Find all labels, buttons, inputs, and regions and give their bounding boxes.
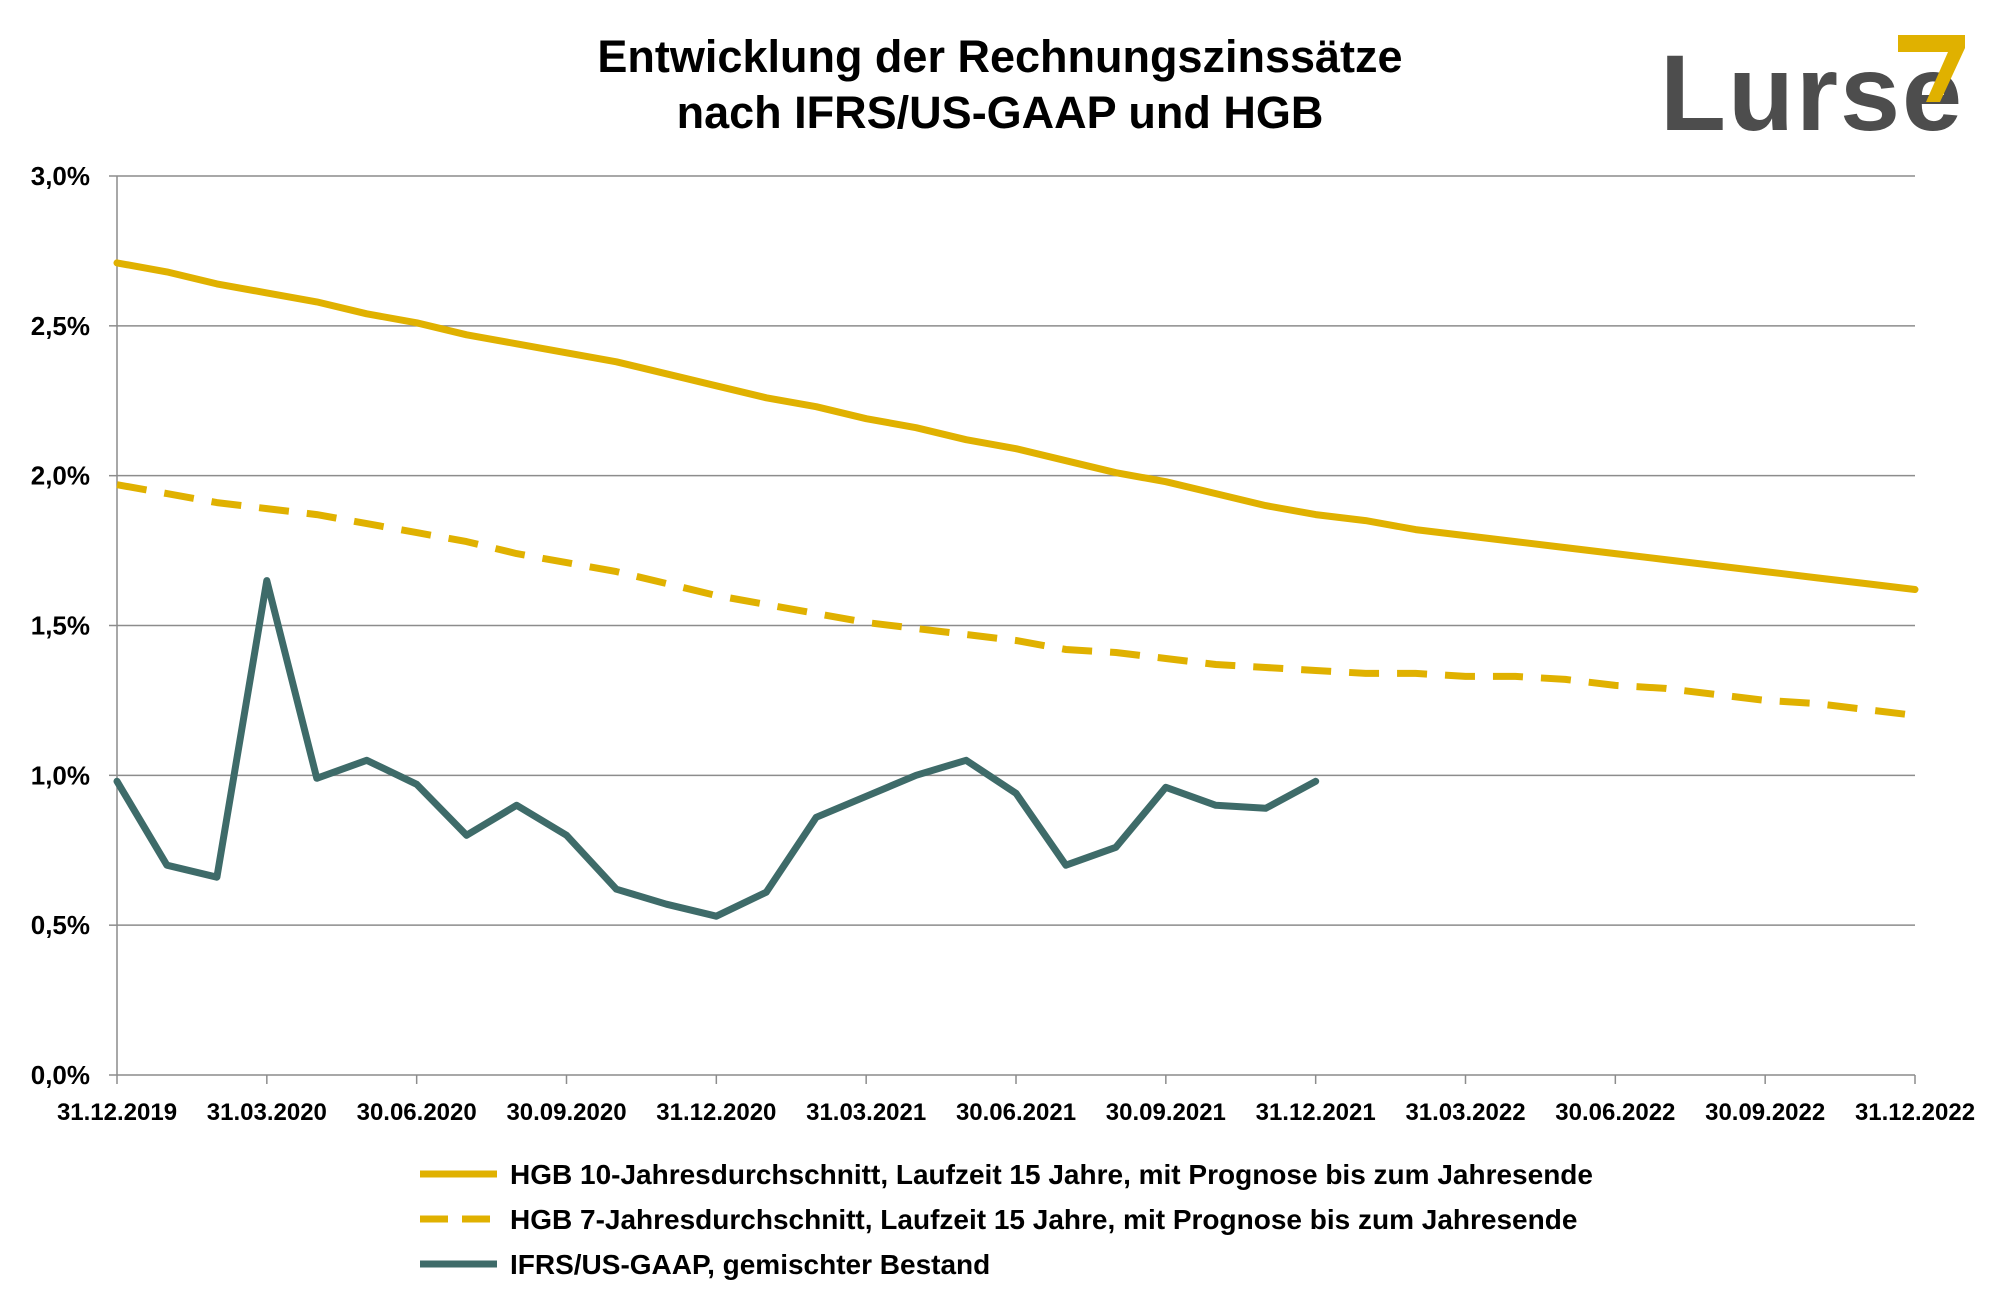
x-tick-label: 31.12.2021 [1256, 1099, 1376, 1126]
y-axis-tick-labels: 0,0% 0,5% 1,0% 1,5% 2,0% 2,5% 3,0% [31, 161, 90, 1090]
series-line-3 [113, 577, 1320, 920]
legend-item-2: HGB 7-Jahresdurchschnitt, Laufzeit 15 Ja… [420, 1204, 1577, 1235]
x-tick-label: 31.12.2022 [1855, 1099, 1975, 1126]
x-tick-label: 30.09.2020 [506, 1099, 626, 1126]
legend: HGB 10-Jahresdurchschnitt, Laufzeit 15 J… [420, 1159, 1593, 1280]
chart-title-line-2: nach IFRS/US-GAAP und HGB [677, 87, 1324, 138]
x-tick-label: 30.06.2021 [956, 1099, 1076, 1126]
x-tick-label: 30.06.2022 [1555, 1099, 1675, 1126]
chart-title-line-1: Entwicklung der Rechnungszinssätze [597, 31, 1402, 82]
x-tick-label: 31.03.2020 [207, 1099, 327, 1126]
series-line-2 [116, 481, 1916, 719]
y-tick-label: 1,5% [31, 611, 90, 641]
y-tick-label: 0,5% [31, 910, 90, 940]
legend-label: HGB 7-Jahresdurchschnitt, Laufzeit 15 Ja… [510, 1204, 1577, 1235]
x-tick-label: 31.03.2021 [806, 1099, 926, 1126]
series-lines [113, 259, 1919, 920]
x-tick-label: 30.09.2021 [1106, 1099, 1226, 1126]
legend-item-3: IFRS/US-GAAP, gemischter Bestand [420, 1249, 990, 1280]
legend-label: IFRS/US-GAAP, gemischter Bestand [510, 1249, 990, 1280]
y-tick-label: 3,0% [31, 161, 90, 191]
logo-wordmark: Lurse [1660, 32, 1964, 153]
x-tick-label: 31.03.2022 [1405, 1099, 1525, 1126]
x-axis-tick-labels: 31.12.2019 31.03.2020 30.06.2020 30.09.2020… [57, 1075, 1975, 1126]
legend-item-1: HGB 10-Jahresdurchschnitt, Laufzeit 15 J… [420, 1159, 1593, 1190]
x-tick-label: 30.09.2022 [1705, 1099, 1825, 1126]
logo-accent-mark [1898, 35, 1965, 102]
series-line-1 [113, 259, 1919, 593]
y-tick-label: 1,0% [31, 760, 90, 790]
gridlines [109, 175, 1915, 1076]
y-tick-label: 2,5% [31, 311, 90, 341]
legend-label: HGB 10-Jahresdurchschnitt, Laufzeit 15 J… [510, 1159, 1593, 1190]
x-tick-label: 31.12.2020 [656, 1099, 776, 1126]
y-tick-label: 2,0% [31, 461, 90, 491]
x-tick-label: 31.12.2019 [57, 1099, 177, 1126]
y-tick-label: 0,0% [31, 1060, 90, 1090]
lurse-logo: Lurse [1660, 32, 1965, 153]
x-tick-label: 30.06.2020 [357, 1099, 477, 1126]
